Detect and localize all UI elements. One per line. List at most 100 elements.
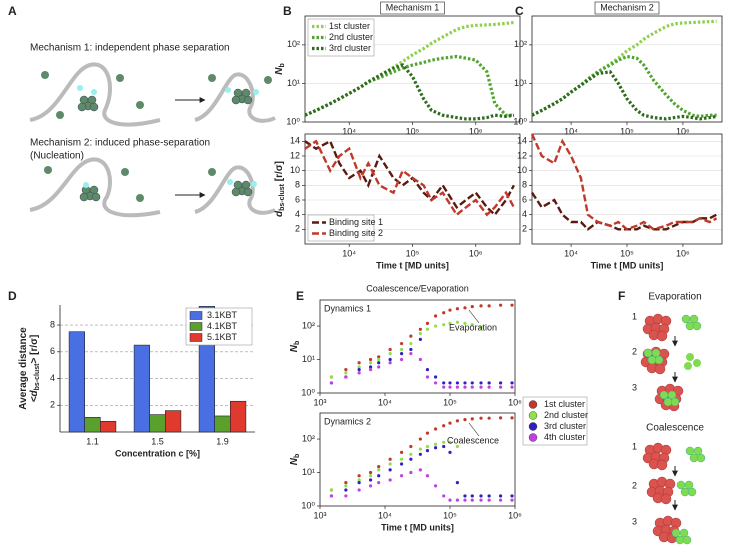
x-tick-label: 10⁵ — [620, 126, 634, 136]
point — [433, 446, 438, 450]
title-box — [380, 1, 445, 15]
series-line — [531, 70, 717, 121]
point — [479, 494, 483, 498]
panel-annotation: Dynamics 1 — [324, 303, 371, 313]
point — [388, 462, 392, 466]
point — [433, 324, 438, 328]
point — [357, 488, 361, 492]
point — [357, 478, 361, 482]
point — [357, 371, 361, 375]
y-tick-label: 10² — [302, 320, 315, 330]
x-axis-label: Time t [MD units] — [376, 260, 449, 270]
point — [388, 357, 392, 362]
y-tick-label: 8 — [522, 180, 527, 190]
point — [487, 494, 491, 498]
point — [344, 481, 348, 485]
x-tick-label: 10⁶ — [469, 248, 483, 258]
panel-annotation: Dynamics 2 — [324, 416, 371, 426]
y-tick-label: 10¹ — [287, 78, 300, 88]
point — [368, 474, 373, 478]
point — [442, 444, 446, 449]
point — [425, 474, 430, 478]
legend-label: 3.1KBT — [207, 310, 238, 320]
point — [470, 498, 474, 502]
y-axis-label-part: > [r/σ] — [29, 335, 40, 364]
legend-label: 3rd cluster — [544, 421, 586, 431]
series-line — [531, 19, 717, 117]
y-axis-label: <dbs-clust> [r/σ] — [29, 335, 41, 403]
bar — [100, 421, 117, 433]
point — [463, 418, 467, 422]
x-tick-label: 10⁴ — [342, 248, 356, 258]
x-tick-label: 10⁶ — [469, 126, 483, 136]
bar — [214, 415, 231, 433]
point — [455, 481, 460, 485]
panel-letter: F — [618, 289, 625, 303]
y-tick-label: 10 — [290, 165, 300, 175]
series-line — [304, 54, 514, 117]
y-axis-label-part: <d — [29, 389, 40, 402]
point — [344, 494, 348, 498]
point — [455, 444, 460, 449]
point — [479, 304, 483, 308]
y-tick-label: 4 — [522, 209, 527, 219]
legend-label: 1st cluster — [329, 21, 370, 31]
panel-letter: C — [515, 4, 524, 18]
note: Evaporation — [449, 322, 497, 332]
plot-frame — [304, 133, 521, 245]
plot-frame — [319, 412, 516, 507]
point — [479, 498, 483, 502]
point — [455, 419, 460, 423]
point — [510, 494, 514, 498]
x-tick-label: 10⁴ — [564, 126, 578, 136]
x-tick-label: 10⁴ — [564, 248, 578, 258]
point — [399, 347, 404, 352]
point — [425, 431, 430, 435]
y-axis-label-part: bs-clust — [279, 183, 286, 211]
y-tick-label: 6 — [522, 194, 527, 204]
schematic-a: Mechanism 1: independent phase separatio… — [29, 43, 276, 218]
point — [329, 494, 334, 498]
legend-swatch — [189, 311, 203, 320]
legend-label: Binding site 1 — [329, 217, 383, 227]
bar — [230, 400, 247, 433]
y-tick-label: 6 — [295, 194, 300, 204]
point — [357, 361, 361, 365]
y-tick-label: 14 — [517, 136, 527, 146]
y-axis-label-part: N — [289, 344, 300, 352]
point — [448, 308, 452, 312]
bar — [133, 344, 151, 433]
series-line — [304, 139, 515, 217]
point — [463, 321, 467, 325]
y-tick-label: 10⁰ — [286, 116, 300, 126]
point — [463, 498, 467, 502]
series-line — [531, 54, 717, 119]
point — [448, 450, 452, 454]
point — [418, 447, 422, 451]
y-axis-label-part: b — [294, 341, 301, 345]
point — [448, 440, 452, 444]
point — [425, 444, 430, 449]
point — [442, 424, 446, 428]
point — [448, 421, 452, 425]
step-number: 3 — [632, 382, 637, 392]
point — [479, 381, 483, 385]
y-tick-label: 10⁰ — [301, 500, 315, 510]
point — [377, 357, 381, 362]
x-tick-label: 10⁴ — [378, 510, 392, 520]
point — [479, 416, 483, 420]
series-line — [530, 133, 718, 231]
x-tick-label: 10⁶ — [508, 397, 522, 407]
point — [487, 381, 491, 385]
plot-frame — [531, 15, 723, 123]
point — [399, 474, 404, 478]
point — [498, 303, 503, 307]
point — [418, 331, 422, 336]
point — [368, 365, 373, 369]
point — [425, 368, 430, 372]
x-tick-label: 10⁵ — [443, 397, 457, 407]
point — [418, 452, 422, 456]
y-axis-label: Average distance — [18, 327, 29, 410]
x-tick-label: 10⁵ — [406, 248, 420, 258]
y-tick-label: 10¹ — [302, 354, 315, 364]
